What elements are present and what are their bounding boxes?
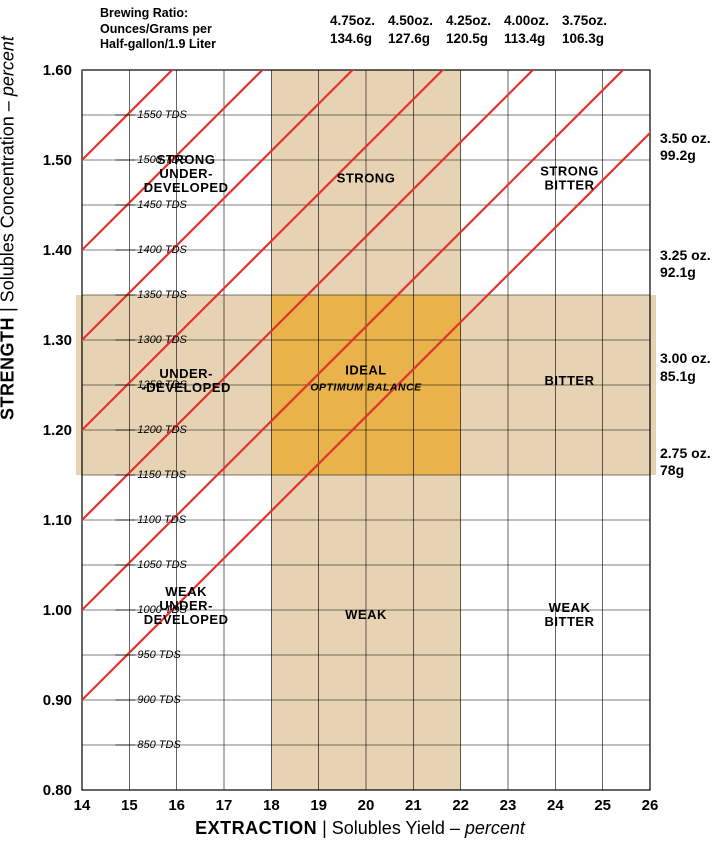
tds-label: 1450 TDS	[137, 199, 187, 211]
x-axis-sep: |	[317, 818, 332, 838]
zone-label: BITTER	[545, 373, 595, 388]
x-tick-label: 15	[121, 797, 138, 814]
tds-label: 1300 TDS	[137, 334, 187, 346]
header-col: 4.75oz. 134.6g	[330, 12, 388, 47]
tds-label: 900 TDS	[137, 694, 181, 706]
right-oz: 3.25 oz.	[660, 247, 711, 263]
x-tick-label: 26	[642, 797, 659, 814]
x-tick-label: 25	[594, 797, 611, 814]
x-tick-label: 24	[547, 797, 564, 814]
header-line: Brewing Ratio:	[100, 6, 188, 20]
y-tick-label: 1.20	[43, 422, 72, 439]
zone-label: UNDER-	[159, 366, 213, 381]
x-tick-label: 14	[74, 797, 91, 814]
right-g: 92.1g	[660, 264, 696, 280]
header-oz: 3.75oz.	[562, 13, 607, 28]
x-tick-label: 18	[263, 797, 280, 814]
zone-label: -DEVELOPED	[141, 380, 231, 395]
tds-label: 950 TDS	[137, 649, 181, 661]
x-tick-label: 19	[310, 797, 327, 814]
tds-label: 1350 TDS	[137, 289, 187, 301]
tds-label: 1050 TDS	[137, 559, 187, 571]
x-tick-label: 21	[405, 797, 422, 814]
zone-label: WEAK	[165, 584, 207, 599]
y-tick-label: 1.10	[43, 512, 72, 529]
y-tick-label: 1.00	[43, 602, 72, 619]
header-col: 4.00oz. 113.4g	[504, 12, 562, 47]
brewing-control-chart: Brewing Ratio: Ounces/Grams per Half-gal…	[0, 0, 720, 847]
right-ratio-label: 3.00 oz. 85.1g	[660, 350, 711, 385]
y-axis-rest: Solubles Concentration –	[0, 96, 18, 302]
header-oz: 4.25oz.	[446, 13, 491, 28]
header-line: Half-gallon/1.9 Liter	[100, 37, 216, 51]
zone-label: STRONG	[540, 164, 599, 179]
plot-svg: 850 TDS900 TDS950 TDS1000 TDS1050 TDS110…	[0, 0, 720, 847]
tds-label: 850 TDS	[137, 739, 181, 751]
header-g: 113.4g	[504, 31, 545, 46]
header-oz: 4.00oz.	[504, 13, 549, 28]
right-ratio-label: 2.75 oz.78g	[660, 445, 711, 480]
y-tick-label: 1.60	[43, 62, 72, 79]
header-title: Brewing Ratio: Ounces/Grams per Half-gal…	[100, 6, 216, 53]
header-g: 106.3g	[562, 31, 604, 46]
zone-label: DEVELOPED	[144, 612, 229, 627]
x-axis-rest: Solubles Yield –	[332, 818, 465, 838]
y-axis-sep: |	[0, 302, 18, 317]
zone-label: IDEAL	[345, 363, 387, 378]
header-col: 3.75oz. 106.3g	[562, 12, 620, 47]
zone-label: BITTER	[545, 614, 595, 629]
y-tick-label: 1.50	[43, 152, 72, 169]
tds-label: 1100 TDS	[137, 514, 186, 526]
zone-label: DEVELOPED	[144, 180, 229, 195]
y-axis-title-bold: STRENGTH	[0, 317, 18, 420]
x-axis-title-bold: EXTRACTION	[195, 818, 317, 838]
right-oz: 3.50 oz.	[660, 130, 711, 146]
right-oz: 2.75 oz.	[660, 445, 711, 461]
tds-label: 1150 TDS	[137, 469, 186, 481]
header-oz: 4.75oz.	[330, 13, 375, 28]
header-oz: 4.50oz.	[388, 13, 433, 28]
y-tick-label: 1.40	[43, 242, 72, 259]
zone-label: WEAK	[549, 600, 591, 615]
right-g: 78g	[660, 462, 684, 478]
x-tick-label: 23	[500, 797, 517, 814]
header-col: 4.25oz. 120.5g	[446, 12, 504, 47]
zone-label: UNDER-	[159, 166, 213, 181]
x-tick-label: 22	[452, 797, 469, 814]
zone-label: UNDER-	[159, 598, 213, 613]
header-g: 127.6g	[388, 31, 430, 46]
x-axis-title: EXTRACTION | Solubles Yield – percent	[0, 818, 720, 839]
y-tick-label: 1.30	[43, 332, 72, 349]
right-g: 99.2g	[660, 147, 696, 163]
zone-label: STRONG	[337, 171, 396, 186]
header-g: 134.6g	[330, 31, 372, 46]
x-tick-label: 16	[168, 797, 185, 814]
right-ratio-label: 3.25 oz.92.1g	[660, 247, 711, 282]
zone-label: STRONG	[157, 152, 216, 167]
zone-label: WEAK	[345, 607, 387, 622]
right-oz: 3.00 oz.	[660, 350, 711, 366]
zone-label: BITTER	[545, 178, 595, 193]
zone-sublabel: OPTIMUM BALANCE	[310, 382, 422, 394]
tds-label: 1550 TDS	[137, 109, 187, 121]
header-col: 4.50oz. 127.6g	[388, 12, 446, 47]
x-tick-label: 20	[358, 797, 375, 814]
x-axis-ital: percent	[465, 818, 525, 838]
y-tick-label: 0.90	[43, 692, 72, 709]
y-axis-ital: percent	[0, 36, 18, 96]
tds-label: 1200 TDS	[137, 424, 187, 436]
y-axis-title: STRENGTH | Solubles Concentration – perc…	[0, 36, 19, 420]
y-tick-label: 0.80	[43, 782, 72, 799]
header-line: Ounces/Grams per	[100, 22, 212, 36]
header-g: 120.5g	[446, 31, 488, 46]
right-g: 85.1g	[660, 368, 696, 384]
x-tick-label: 17	[216, 797, 233, 814]
tds-label: 1400 TDS	[137, 244, 187, 256]
right-ratio-label: 3.50 oz.99.2g	[660, 130, 711, 165]
header-columns: 4.75oz. 134.6g 4.50oz. 127.6g 4.25oz. 12…	[330, 12, 700, 47]
